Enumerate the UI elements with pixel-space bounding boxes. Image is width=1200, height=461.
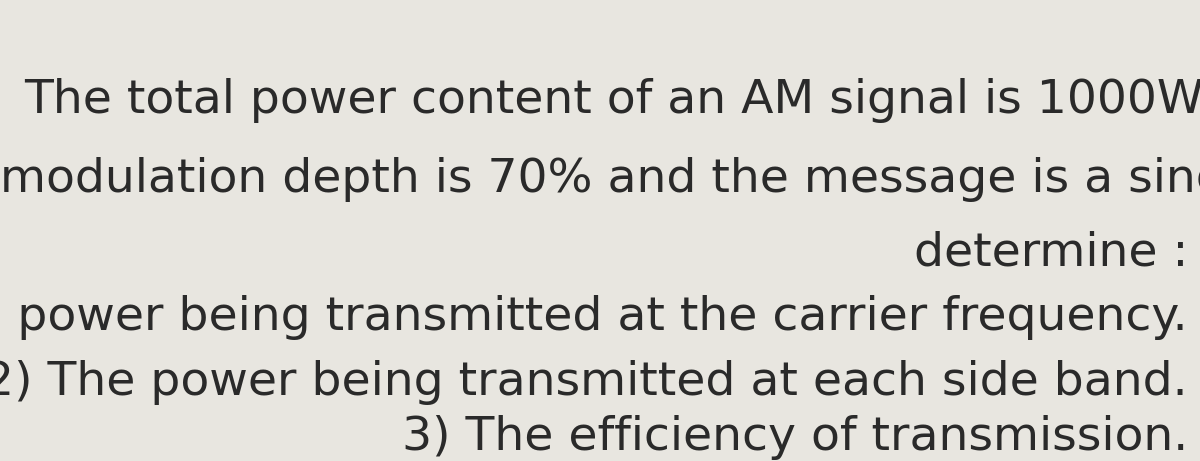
Text: The total power content of an AM signal is 1000W. If the: The total power content of an AM signal … [24, 78, 1200, 124]
Text: 2) The power being transmitted at each side band.: 2) The power being transmitted at each s… [0, 360, 1188, 405]
Text: 3) The efficiency of transmission.: 3) The efficiency of transmission. [402, 415, 1188, 460]
Text: modulation depth is 70% and the message is a single-tone,: modulation depth is 70% and the message … [0, 157, 1200, 202]
Text: determine :: determine : [913, 230, 1188, 276]
Text: 1) The power being transmitted at the carrier frequency.: 1) The power being transmitted at the ca… [0, 295, 1188, 340]
